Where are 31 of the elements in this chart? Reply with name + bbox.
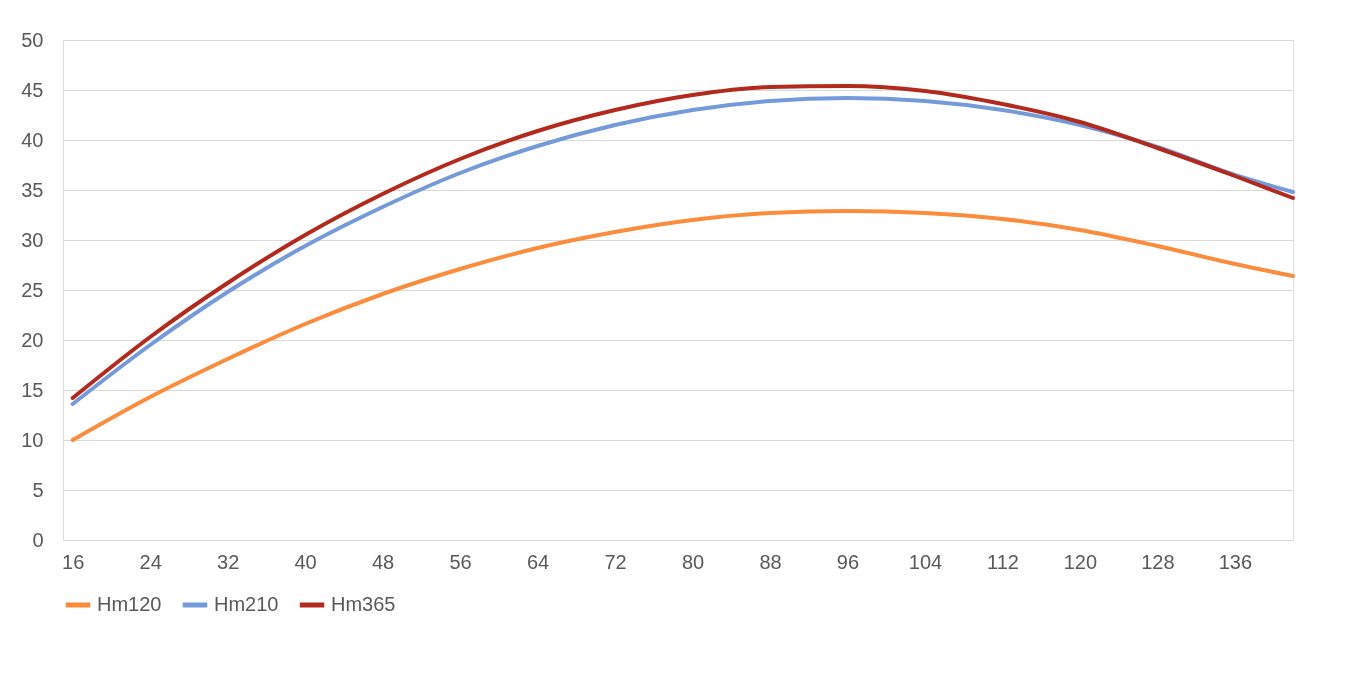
legend-label: Hm210 <box>214 593 279 615</box>
y-tick-label: 35 <box>21 178 44 201</box>
x-tick-label: 104 <box>908 550 943 573</box>
y-tick-label: 15 <box>21 378 44 401</box>
y-tick-label: 40 <box>21 128 44 151</box>
y-tick-label: 50 <box>21 28 44 51</box>
y-tick-label: 45 <box>21 78 44 101</box>
legend-label: Hm365 <box>331 593 396 615</box>
x-tick-label: 128 <box>1141 550 1175 573</box>
line-series <box>70 209 1295 442</box>
x-tick-label: 48 <box>371 550 395 573</box>
x-tick-label: 72 <box>604 550 627 573</box>
x-tick-label: 96 <box>836 550 860 573</box>
y-tick-label: 30 <box>21 228 44 251</box>
x-tick-label: 112 <box>987 550 1019 573</box>
x-tick-label: 16 <box>62 550 85 573</box>
y-tick-label: 0 <box>32 528 44 551</box>
x-tick-label: 80 <box>681 550 705 573</box>
x-tick-label: 56 <box>449 550 472 573</box>
x-tick-label: 88 <box>759 550 782 573</box>
x-tick-label: 32 <box>217 550 240 573</box>
y-tick-label: 20 <box>21 328 44 351</box>
x-tick-label: 24 <box>139 550 162 573</box>
x-tick-label: 136 <box>1218 550 1253 573</box>
y-tick-label: 10 <box>21 428 44 451</box>
legend-label: Hm120 <box>97 593 162 615</box>
x-tick-label: 64 <box>526 550 550 573</box>
y-tick-label: 25 <box>21 278 44 301</box>
x-tick-label: 40 <box>294 550 317 573</box>
x-tick-label: 120 <box>1063 550 1098 573</box>
y-tick-label: 5 <box>32 478 44 501</box>
